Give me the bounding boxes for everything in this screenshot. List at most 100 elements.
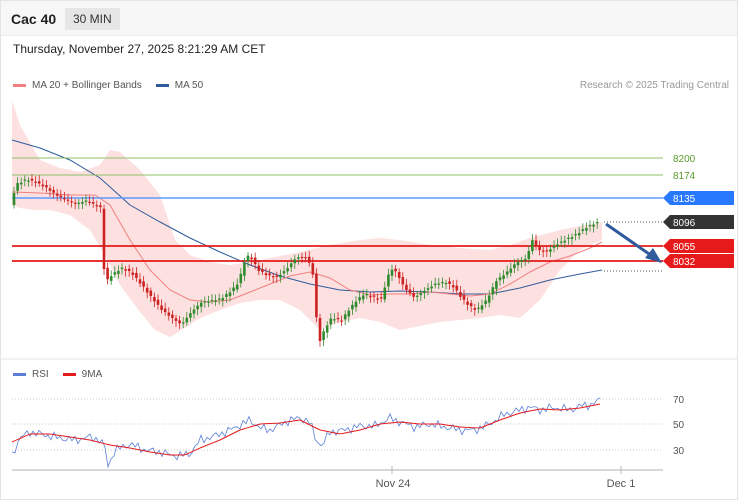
candle-body [379, 297, 383, 299]
level-8032-label: 8032 [673, 257, 696, 268]
candle-body [336, 317, 340, 320]
candle-body [509, 268, 513, 273]
candle-body [581, 229, 585, 231]
candle-body [592, 224, 595, 227]
candle-body [203, 301, 207, 303]
timestamp: Thursday, November 27, 2025 8:21:29 AM C… [13, 42, 266, 56]
timeframe-button[interactable]: 30 MIN [65, 8, 120, 30]
legend-ma20: MA 20 + Bollinger Bands [13, 80, 142, 91]
candle-body [210, 299, 214, 302]
candle-body [297, 257, 300, 259]
candle-body [552, 245, 556, 248]
candle-body [23, 179, 27, 181]
candle-body [30, 178, 34, 181]
level-8032-tag [663, 254, 734, 268]
candle-body [81, 202, 84, 204]
candle-body [261, 269, 264, 272]
candle-body [534, 240, 538, 247]
candle-body [333, 319, 336, 321]
candle-body [588, 225, 592, 227]
candle-body [369, 296, 372, 298]
candle-body [117, 270, 120, 274]
candle-body [45, 185, 48, 188]
legend-9ma-label: 9MA [81, 369, 103, 380]
candle-body [520, 260, 523, 262]
candle-body [135, 272, 138, 278]
candle-body [106, 267, 109, 280]
candle-body [124, 269, 127, 271]
candle-body [448, 281, 451, 284]
candle-body [41, 184, 45, 187]
candle-body [343, 314, 347, 320]
candle-body [142, 281, 145, 287]
candle-body [99, 205, 102, 208]
candle-body [235, 284, 239, 290]
candle-body [279, 274, 282, 278]
candle-body [423, 290, 426, 294]
candle-body [311, 263, 315, 275]
candle-body [351, 304, 354, 310]
candle-body [527, 251, 531, 259]
candle-body [199, 302, 203, 307]
candle-body [113, 272, 117, 275]
candle-body [91, 202, 95, 204]
candle-body [196, 305, 199, 310]
candle-body [289, 263, 293, 268]
candle-body [505, 271, 509, 275]
candle-body [495, 281, 498, 290]
candle-body [167, 312, 171, 316]
level-lines: 8200 8174 8135 8096 8055 8032 [12, 154, 734, 272]
candle-body [307, 256, 311, 263]
candle-body [430, 286, 433, 289]
candle-body [466, 301, 469, 305]
candle-body [538, 245, 541, 251]
candle-body [19, 182, 23, 185]
candle-body [225, 294, 228, 297]
ma50-line [11, 139, 603, 295]
candle-body [149, 290, 153, 297]
candle-body [487, 295, 491, 303]
top-bar: Cac 40 30 MIN [1, 1, 737, 36]
candle-body [365, 294, 369, 296]
bollinger-band [12, 100, 602, 337]
candle-body [541, 250, 545, 252]
candle-body [88, 201, 91, 203]
candle-body [426, 288, 430, 290]
level-8055-label: 8055 [673, 242, 696, 253]
candle-body [207, 301, 210, 303]
candlesticks [12, 174, 599, 347]
candle-body [567, 237, 570, 239]
candle-body [160, 305, 163, 310]
level-8055-tag [663, 239, 734, 253]
current-price-tag [663, 215, 734, 229]
candle-body [372, 295, 376, 297]
candle-body [268, 273, 271, 276]
candle-body [178, 320, 181, 324]
legend-rsi: RSI [13, 369, 49, 380]
candle-body [163, 308, 167, 313]
candle-body [34, 181, 37, 183]
candle-body [253, 257, 257, 265]
candle-body [48, 188, 52, 191]
candle-body [408, 289, 412, 294]
ma20-line [11, 191, 603, 303]
candle-body [433, 283, 437, 286]
candle-body [545, 250, 549, 252]
candle-body [300, 256, 304, 259]
rsi-panel: 70 50 30 [11, 395, 685, 471]
candle-body [455, 285, 459, 291]
candle-body [549, 249, 552, 252]
candle-body [318, 318, 322, 342]
candle-body [282, 271, 286, 274]
candle-body [174, 318, 178, 321]
candle-body [376, 298, 379, 300]
candle-body [257, 265, 261, 271]
candle-body [322, 331, 325, 340]
candle-body [131, 272, 135, 276]
candle-body [214, 300, 217, 302]
candle-body [271, 276, 275, 278]
candle-body [491, 287, 495, 295]
candle-body [59, 195, 63, 198]
candle-body [127, 268, 131, 272]
